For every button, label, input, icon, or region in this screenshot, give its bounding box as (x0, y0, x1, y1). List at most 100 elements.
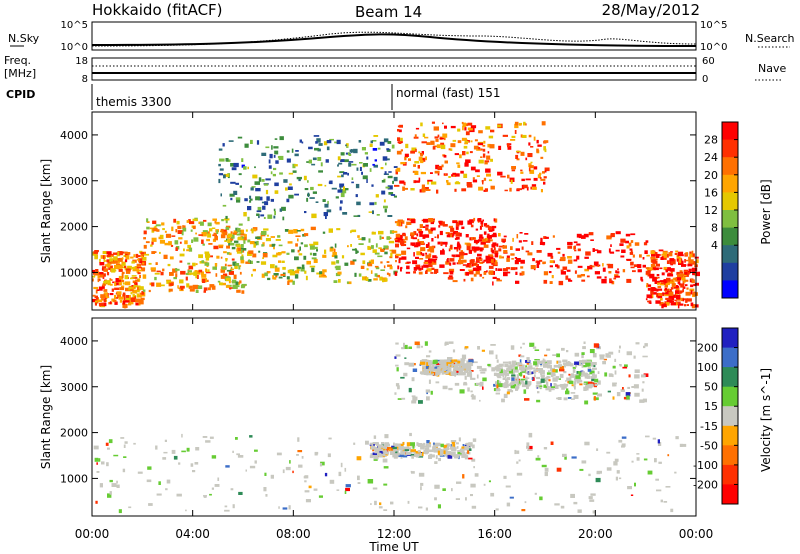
data-cell (482, 219, 484, 222)
data-cell (481, 349, 485, 352)
data-cell (301, 264, 305, 269)
data-cell (423, 264, 429, 268)
data-cell (192, 284, 198, 290)
data-cell (156, 282, 162, 287)
data-cell (548, 379, 551, 382)
data-cell (646, 284, 648, 288)
colorbar-tick-label: 100 (697, 361, 718, 374)
data-cell (267, 234, 269, 237)
data-cell (121, 257, 124, 260)
data-cell (149, 227, 155, 230)
data-cell (516, 450, 520, 454)
data-cell (356, 456, 362, 461)
data-cell (289, 183, 292, 186)
data-cell (441, 164, 444, 168)
data-cell (248, 259, 250, 263)
data-cell (453, 174, 456, 177)
data-cell (182, 227, 187, 232)
data-cell (446, 234, 451, 238)
data-cell (615, 249, 620, 252)
data-cell (508, 369, 514, 374)
data-cell (539, 177, 542, 179)
data-cell (175, 268, 178, 272)
data-cell (467, 220, 472, 225)
data-cell (403, 181, 406, 186)
data-cell (670, 294, 677, 298)
data-cell (425, 244, 429, 248)
data-cell (542, 171, 545, 174)
data-cell (426, 391, 428, 395)
data-cell (333, 280, 338, 283)
data-cell (404, 244, 407, 246)
data-cell (658, 461, 662, 464)
data-cell (525, 371, 531, 374)
data-cell (159, 251, 161, 254)
data-cell (148, 262, 152, 265)
data-cell (393, 195, 397, 198)
data-cell (351, 181, 354, 184)
data-cell (344, 262, 349, 266)
data-cell (397, 452, 400, 456)
data-cell (461, 121, 464, 124)
data-cell (644, 343, 648, 347)
data-cell (674, 285, 680, 288)
data-cell (503, 384, 508, 389)
data-cell (106, 462, 109, 467)
data-cell (119, 287, 124, 291)
data-cell (273, 155, 276, 158)
data-cell (635, 342, 640, 345)
data-cell (261, 244, 264, 247)
data-cell (465, 159, 471, 163)
data-cell (117, 265, 123, 269)
data-cell (359, 162, 363, 164)
data-cell (522, 134, 527, 138)
data-cell (567, 397, 572, 399)
data-cell (345, 487, 350, 492)
data-cell (397, 137, 400, 140)
data-cell (344, 188, 349, 191)
data-cell (307, 180, 309, 183)
data-cell (630, 261, 634, 266)
data-cell (488, 179, 493, 182)
data-cell (451, 364, 457, 367)
data-cell (466, 245, 471, 251)
data-cell (446, 182, 451, 186)
data-cell (531, 371, 534, 374)
data-cell (281, 251, 286, 254)
data-cell (222, 204, 227, 207)
data-cell (133, 442, 136, 445)
data-cell (650, 256, 656, 260)
data-cell (543, 447, 548, 450)
data-cell (487, 235, 492, 239)
data-cell (311, 257, 317, 260)
data-cell (374, 500, 377, 506)
data-cell (179, 253, 185, 257)
data-cell (653, 258, 658, 261)
data-cell (626, 395, 630, 400)
data-cell (218, 178, 221, 184)
data-cell (92, 298, 97, 303)
noise-sky-label: N.Sky (8, 32, 40, 45)
data-cell (457, 140, 462, 144)
data-cell (105, 296, 110, 299)
data-cell (534, 359, 540, 361)
freq-panel: Freq. [MHz] 18 8 60 0 Nave (4, 54, 786, 85)
data-cell (231, 246, 236, 250)
data-cell (140, 297, 145, 301)
data-cell (372, 249, 377, 253)
data-cell (560, 366, 564, 370)
data-cell (615, 231, 621, 235)
data-cell (504, 372, 510, 377)
data-cell (380, 445, 385, 448)
data-cell (410, 219, 416, 224)
data-cell (282, 507, 288, 510)
data-cell (111, 288, 114, 292)
data-cell (265, 178, 271, 181)
data-cell (163, 451, 168, 454)
data-cell (592, 374, 597, 378)
noise-search-trace (91, 31, 697, 47)
data-cell (502, 377, 506, 380)
data-cell (356, 167, 359, 171)
data-cell (222, 143, 225, 147)
data-cell (444, 160, 448, 164)
